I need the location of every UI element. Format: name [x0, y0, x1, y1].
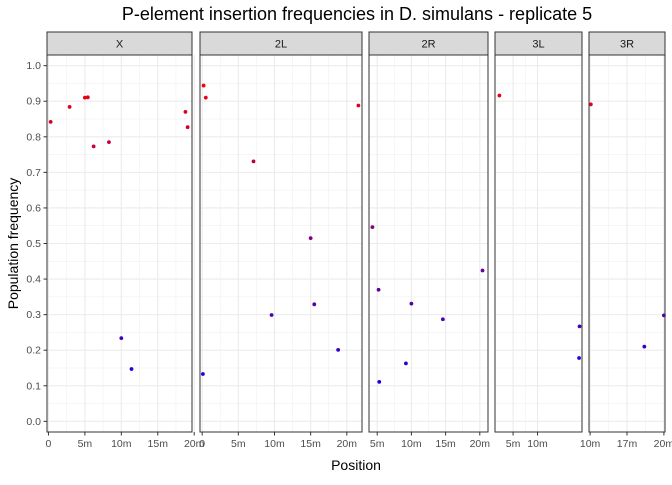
y-axis-label: Population frequency	[5, 178, 21, 310]
x-tick-label: 10m	[111, 438, 132, 450]
y-tick-label: 0.3	[26, 309, 41, 321]
x-tick-label: 10m	[264, 438, 285, 450]
y-tick-label: 1.0	[26, 60, 41, 72]
data-point	[185, 125, 190, 130]
data-point	[312, 302, 317, 307]
data-point	[119, 336, 124, 341]
data-point	[376, 287, 381, 292]
data-point	[588, 102, 593, 107]
x-tick-label: 20m	[184, 438, 205, 450]
data-point	[440, 317, 445, 322]
facet-strip-label: 3R	[620, 39, 634, 51]
data-point	[67, 105, 72, 109]
x-tick-label: 5m	[78, 438, 93, 450]
data-point	[129, 367, 134, 371]
panel-border	[199, 54, 363, 433]
data-point	[308, 236, 313, 241]
x-axis-label: Position	[331, 457, 381, 473]
data-point	[497, 93, 502, 98]
facet-panel-2r: 2R 5m 10m 15m 20m	[368, 31, 491, 450]
data-point	[577, 324, 582, 329]
x-tick-label: 0	[46, 438, 52, 450]
data-point	[377, 379, 382, 384]
facet-panel-x: X 0 5m 10m 15m 20m	[46, 31, 205, 450]
y-tick-label: 0.8	[26, 131, 41, 143]
data-point	[480, 268, 485, 273]
x-tick-label: 15m	[300, 438, 321, 450]
data-point	[107, 140, 111, 145]
data-point	[409, 301, 414, 306]
data-point	[356, 103, 361, 108]
y-tick-label: 0.9	[26, 96, 41, 108]
panel-border	[46, 54, 193, 433]
y-tick-label: 0.6	[26, 202, 41, 214]
facet-strip-label: 2L	[275, 39, 287, 51]
data-point	[336, 347, 341, 352]
x-tick-label: 17m	[617, 438, 638, 450]
facet-strip-label: X	[116, 39, 124, 51]
facet-panel-3r: 3R 10m 17m 20m	[580, 31, 672, 450]
data-point	[577, 356, 581, 360]
x-tick-label: 10m	[580, 438, 601, 450]
data-point	[203, 95, 208, 100]
x-tick-label: 0	[199, 438, 205, 450]
data-point	[91, 144, 96, 149]
data-point	[48, 119, 53, 124]
facet-strip-label: 2R	[421, 39, 435, 51]
data-point	[183, 110, 188, 114]
y-tick-label: 0.7	[26, 167, 41, 179]
x-tick-label: 20m	[654, 438, 672, 450]
data-point	[85, 95, 90, 100]
x-tick-label: 10m	[527, 438, 548, 450]
data-point	[642, 344, 647, 349]
y-tick-label: 0.2	[26, 345, 41, 357]
y-tick-label: 0.1	[26, 380, 41, 392]
x-tick-label: 20m	[337, 438, 358, 450]
data-point	[370, 225, 375, 230]
y-tick-label: 0.5	[26, 238, 41, 250]
panel-border	[588, 54, 666, 433]
x-tick-label: 15m	[435, 438, 456, 450]
data-point	[82, 95, 87, 100]
data-point	[251, 159, 256, 164]
panel-border	[368, 54, 489, 433]
x-tick-label: 5m	[370, 438, 385, 450]
facet-panel-2l: 2L 0 5m 10m 15m 20m	[199, 31, 363, 450]
y-tick-label: 0.4	[26, 274, 41, 286]
x-tick-label: 10m	[401, 438, 422, 450]
x-tick-label: 15m	[148, 438, 169, 450]
facet-strip-label: 3L	[532, 39, 544, 51]
data-point	[201, 83, 206, 88]
facet-panel-3l: 3L 5m 10m	[494, 31, 583, 450]
y-tick-label: 0.0	[26, 416, 41, 428]
data-point	[269, 313, 274, 317]
x-tick-label: 5m	[231, 438, 246, 450]
chart-title: P-element insertion frequencies in D. si…	[122, 4, 592, 24]
data-point	[404, 361, 408, 366]
data-point	[200, 372, 205, 376]
panel-border	[494, 54, 583, 433]
x-tick-label: 5m	[506, 438, 521, 450]
x-tick-label: 20m	[470, 438, 491, 450]
